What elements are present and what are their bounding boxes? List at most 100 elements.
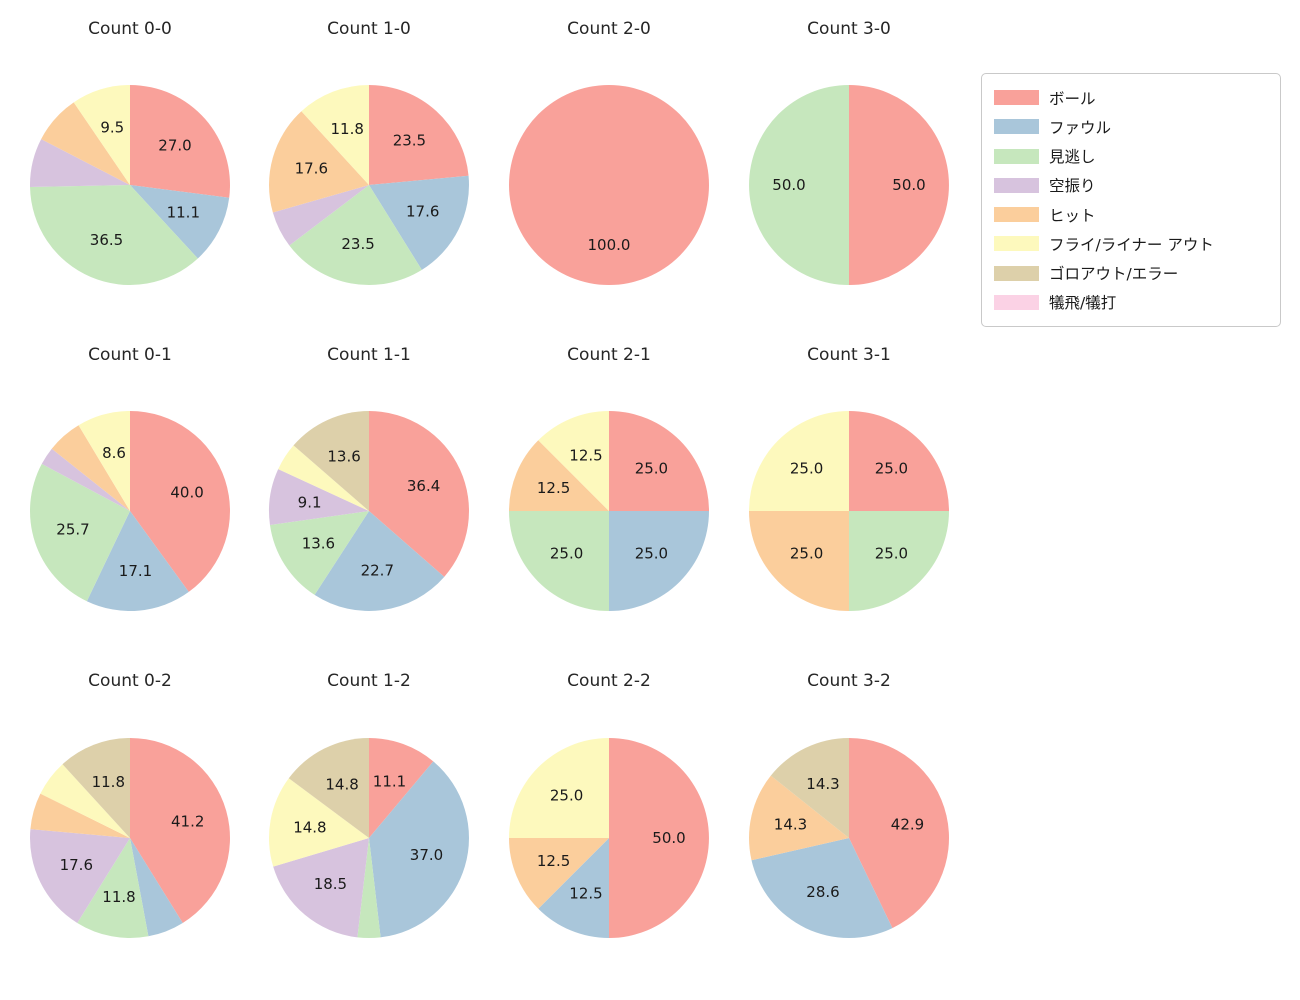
legend: ボールファウル見逃し空振りヒットフライ/ライナー アウトゴロアウト/エラー 犠飛/… bbox=[981, 73, 1281, 327]
pie-slice bbox=[40, 764, 130, 838]
legend-label: 見逃し bbox=[1049, 148, 1096, 167]
legend-item: ボール bbox=[994, 87, 1268, 109]
pie-slice bbox=[278, 445, 369, 511]
pie-slice bbox=[509, 440, 609, 511]
pie-slice bbox=[751, 838, 893, 939]
slice-percent-label: 25.0 bbox=[875, 544, 908, 562]
pie-chart: 11.1 37.0 18.5 14.8 14.8 bbox=[268, 738, 469, 938]
legend-swatch bbox=[994, 294, 1039, 310]
slice-percent-label: 9.5 bbox=[100, 119, 124, 137]
pie-slice bbox=[849, 85, 949, 285]
chart-title: Count 0-2 bbox=[88, 671, 172, 691]
slice-percent-label: 27.0 bbox=[158, 136, 191, 154]
pie-slice bbox=[749, 511, 849, 611]
legend-label: 空振り bbox=[1049, 177, 1096, 196]
legend-swatch bbox=[994, 90, 1039, 106]
pie-slice bbox=[770, 738, 849, 838]
slice-percent-label: 12.5 bbox=[569, 447, 602, 465]
pie-chart: 25.0 25.0 25.0 12.5 12.5 bbox=[509, 411, 709, 611]
slice-percent-label: 28.6 bbox=[806, 883, 839, 901]
pie-chart: 27.0 11.1 36.5 9.5 bbox=[29, 85, 230, 286]
legend-item: ゴロアウト/エラー bbox=[994, 262, 1268, 284]
pie-slice bbox=[30, 829, 130, 923]
slice-percent-label: 36.4 bbox=[407, 477, 440, 495]
legend-label: ファウル bbox=[1049, 118, 1112, 137]
legend-swatch bbox=[994, 207, 1039, 223]
pie-chart: 100.0 bbox=[509, 85, 709, 285]
chart-title: Count 1-0 bbox=[327, 19, 411, 39]
pie-slice bbox=[130, 85, 230, 198]
legend-item: ヒット bbox=[994, 204, 1268, 226]
pie-slice bbox=[268, 778, 369, 867]
slice-percent-label: 25.0 bbox=[550, 544, 583, 562]
pie-slice bbox=[509, 511, 609, 611]
pie-slice bbox=[269, 111, 369, 213]
slice-percent-label: 13.6 bbox=[327, 447, 360, 465]
chart-title: Count 3-2 bbox=[807, 671, 891, 691]
legend-item: ファウル bbox=[994, 116, 1268, 138]
pie-slice bbox=[749, 85, 849, 285]
pie-slice bbox=[29, 139, 130, 188]
pie-slice bbox=[73, 85, 130, 185]
pie-slice bbox=[369, 85, 469, 185]
pie-slice bbox=[130, 411, 230, 592]
slice-percent-label: 11.1 bbox=[167, 204, 200, 222]
slice-percent-label: 40.0 bbox=[170, 484, 203, 502]
legend-swatch bbox=[994, 265, 1039, 281]
slice-percent-label: 23.5 bbox=[341, 235, 374, 253]
slice-percent-label: 25.0 bbox=[635, 544, 668, 562]
legend-item: フライ/ライナー アウト bbox=[994, 233, 1268, 255]
pie-slice bbox=[538, 411, 609, 511]
pie-slice bbox=[301, 85, 369, 185]
slice-percent-label: 25.0 bbox=[790, 460, 823, 478]
slice-percent-label: 12.5 bbox=[537, 852, 570, 870]
slice-percent-label: 50.0 bbox=[892, 176, 925, 194]
pie-slice bbox=[289, 185, 422, 285]
chart-title: Count 3-1 bbox=[807, 345, 891, 365]
pie-slice bbox=[269, 469, 369, 525]
slice-percent-label: 42.9 bbox=[891, 816, 924, 834]
legend-label: フライ/ライナー アウト bbox=[1049, 235, 1214, 254]
pie-slice bbox=[749, 411, 849, 511]
slice-percent-label: 25.7 bbox=[56, 521, 89, 539]
pie-chart: 36.4 22.7 13.6 9.1 13.6 bbox=[269, 411, 469, 611]
pie-slice bbox=[269, 511, 369, 595]
slice-percent-label: 14.3 bbox=[774, 816, 807, 834]
chart-title: Count 1-2 bbox=[327, 671, 411, 691]
slice-percent-label: 17.1 bbox=[119, 562, 152, 580]
slice-percent-label: 23.5 bbox=[393, 132, 426, 150]
pie-chart: 25.0 25.0 25.0 25.0 bbox=[749, 411, 949, 611]
chart-title: Count 2-2 bbox=[567, 671, 651, 691]
pie-slice bbox=[30, 793, 130, 838]
pie-slice bbox=[41, 448, 130, 511]
slice-percent-label: 37.0 bbox=[410, 846, 443, 864]
pie-slice bbox=[849, 738, 950, 929]
pie-chart: 40.0 17.1 25.7 8.6 bbox=[30, 411, 230, 611]
pie-slice bbox=[130, 738, 230, 923]
slice-percent-label: 25.0 bbox=[635, 460, 668, 478]
slice-percent-label: 25.0 bbox=[550, 787, 583, 805]
pie-slice bbox=[86, 511, 189, 611]
legend-item: 犠飛/犠打 bbox=[994, 291, 1268, 313]
chart-title: Count 2-1 bbox=[567, 345, 651, 365]
pie-slice bbox=[41, 102, 130, 185]
legend-swatch bbox=[994, 119, 1039, 135]
slice-percent-label: 13.6 bbox=[302, 534, 335, 552]
legend-swatch bbox=[994, 177, 1039, 193]
legend-item: 空振り bbox=[994, 174, 1268, 196]
pie-chart: 50.0 50.0 bbox=[749, 85, 949, 285]
slice-percent-label: 100.0 bbox=[588, 236, 631, 254]
pie-slice bbox=[130, 838, 183, 937]
chart-title: Count 3-0 bbox=[807, 19, 891, 39]
pie-slice bbox=[369, 738, 434, 838]
slice-percent-label: 14.3 bbox=[806, 775, 839, 793]
slice-percent-label: 50.0 bbox=[652, 829, 685, 847]
legend-label: ヒット bbox=[1049, 206, 1096, 225]
pie-slice bbox=[749, 775, 849, 861]
slice-percent-label: 12.5 bbox=[537, 479, 570, 497]
slice-percent-label: 11.8 bbox=[92, 773, 125, 791]
pie-slice bbox=[314, 511, 445, 611]
slice-percent-label: 11.1 bbox=[373, 773, 406, 791]
slice-percent-label: 17.6 bbox=[295, 160, 328, 178]
